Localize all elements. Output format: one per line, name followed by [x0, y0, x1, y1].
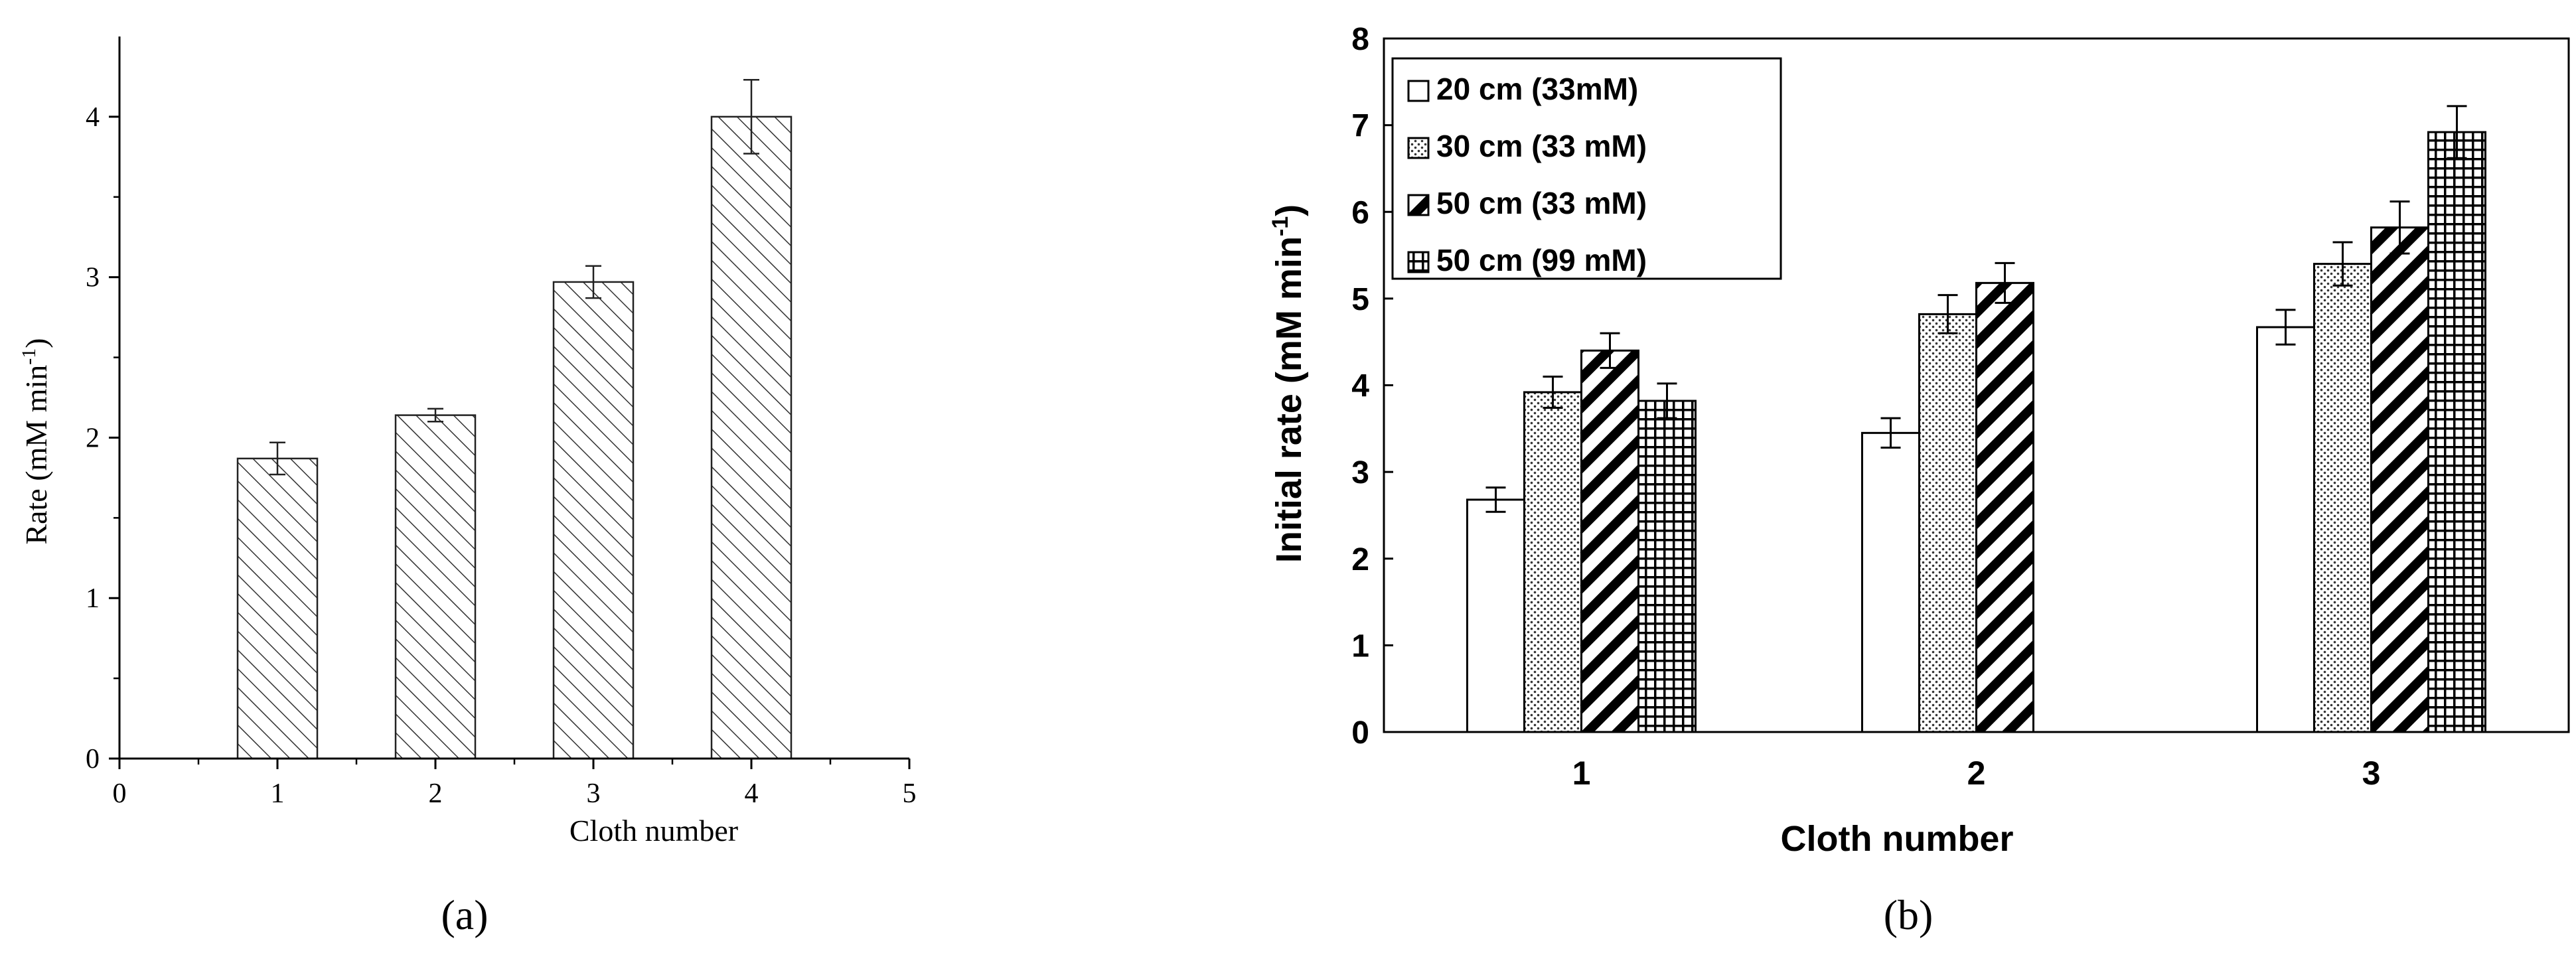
- chart-b-y-tick-label: 4: [1351, 369, 1369, 404]
- chart-b-x-tick-label: 2: [1967, 755, 1986, 792]
- chart-b-y-tick-label: 0: [1351, 715, 1369, 751]
- chart-b-legend-swatch: [1407, 137, 1430, 159]
- chart-a-x-tick-label: 3: [587, 778, 601, 809]
- chart-b-bar: [2370, 226, 2429, 733]
- chart-b-legend-label: 20 cm (33mM): [1436, 72, 1638, 106]
- chart-b-bar: [2313, 263, 2372, 733]
- chart-b-bar: [1861, 431, 1920, 733]
- chart-b-bar: [1580, 349, 1639, 733]
- chart-b-y-tick-label: 8: [1351, 22, 1369, 57]
- chart-b-legend-label: 30 cm (33 mM): [1436, 129, 1647, 163]
- chart-b-y-tick-label: 7: [1351, 109, 1369, 144]
- chart-a-y-tick-label: 0: [86, 744, 100, 774]
- chart-b-bar: [1523, 391, 1582, 733]
- chart-b-bar: [1466, 498, 1525, 733]
- chart-a-y-tick-label: 3: [86, 263, 100, 293]
- chart-b-x-tick-label: 1: [1572, 755, 1591, 792]
- chart-a-x-tick-label: 2: [429, 778, 443, 809]
- chart-b-y-tick-label: 6: [1351, 195, 1369, 230]
- chart-b-legend: 20 cm (33mM) 30 cm (33 mM) 50 cm (33 mM) 50…: [1391, 57, 1782, 280]
- chart-b-y-axis-title: Initial rate (mM min-1): [1268, 204, 1309, 563]
- chart-a-x-tick-label: 1: [271, 778, 285, 809]
- chart-a-plot-area: 0 1 2 3 4 5 0 1 2 3 4: [86, 37, 917, 809]
- chart-a-bar: [394, 414, 477, 760]
- chart-b-bar: [2427, 131, 2486, 733]
- chart-b-legend-label: 50 cm (99 mM): [1436, 243, 1647, 277]
- chart-a-x-tick-label: 4: [745, 778, 759, 809]
- chart-a-bar: [710, 115, 793, 760]
- chart-a-bar: [236, 457, 319, 760]
- chart-b-x-tick-label: 3: [2362, 755, 2381, 792]
- chart-b-y-tick-label: 5: [1351, 282, 1369, 317]
- chart-b-legend-swatch: [1407, 251, 1430, 273]
- chart-b-x-axis-title: Cloth number: [1781, 819, 2014, 859]
- chart-b-y-tick-label: 2: [1351, 542, 1369, 577]
- chart-b-legend-box: [1391, 57, 1782, 280]
- chart-a-y-tick-label: 4: [86, 102, 100, 133]
- chart-b-bar: [1975, 281, 2034, 733]
- chart-a-y-axis-title: Rate (mM min-1): [18, 338, 53, 544]
- chart-a-bar: [552, 281, 635, 760]
- chart-b: 1 2 3 0 1 2 3 4 5 6 7 8 20 cm (33mM) 30 cm (33 mM) 50…: [1268, 22, 2570, 938]
- chart-a-x-tick-label: 0: [113, 778, 127, 809]
- chart-a: 0 1 2 3 4 5 0 1 2 3 4 Cloth number Rate (mM min-1)…: [18, 37, 917, 938]
- panel-label-a: (a): [441, 891, 488, 938]
- chart-b-legend-label: 50 cm (33 mM): [1436, 186, 1647, 220]
- chart-a-y-tick-label: 1: [86, 583, 100, 614]
- chart-b-legend-swatch: [1407, 194, 1430, 216]
- chart-b-plot-area: 1 2 3 0 1 2 3 4 5 6 7 8: [1351, 22, 2570, 792]
- chart-a-x-axis-title: Cloth number: [569, 814, 738, 847]
- chart-b-legend-swatch: [1407, 80, 1430, 102]
- chart-b-y-tick-label: 1: [1351, 628, 1369, 664]
- chart-b-bar: [1637, 400, 1697, 733]
- chart-a-y-tick-label: 2: [86, 423, 100, 453]
- panel-label-b: (b): [1884, 891, 1933, 938]
- chart-b-y-tick-label: 3: [1351, 455, 1369, 490]
- chart-b-bar: [2256, 326, 2315, 733]
- chart-a-x-tick-label: 5: [903, 778, 917, 809]
- chart-b-bar: [1918, 313, 1977, 733]
